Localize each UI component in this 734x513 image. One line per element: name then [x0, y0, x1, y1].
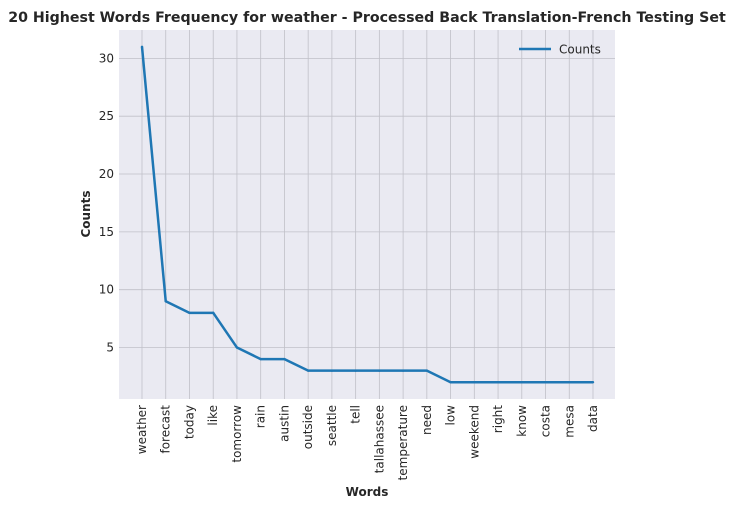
- data-point: [496, 381, 500, 384]
- data-point: [259, 357, 262, 361]
- series-line: [140, 46, 593, 384]
- x-tick-label: today: [182, 405, 196, 439]
- data-point: [354, 369, 357, 372]
- x-tick-label: low: [444, 405, 458, 426]
- x-tick-label: austin: [277, 405, 291, 442]
- y-tick-label: 30: [99, 51, 114, 65]
- y-tick-labels: 5 10 15 20 25 30: [99, 51, 114, 354]
- data-point: [330, 369, 334, 372]
- legend: Counts: [519, 43, 601, 57]
- x-tick-label: data: [586, 405, 600, 432]
- data-point: [591, 381, 595, 384]
- data-point: [164, 300, 167, 303]
- x-tick-label: tomorrow: [230, 405, 244, 463]
- data-point: [212, 311, 215, 315]
- x-tick-label: like: [206, 405, 220, 426]
- data-point: [473, 381, 476, 384]
- data-point: [188, 311, 191, 315]
- x-tick-label: tallahassee: [372, 405, 386, 473]
- x-tick-label: weather: [135, 405, 149, 454]
- y-tick-label: 10: [99, 283, 114, 297]
- data-point: [568, 381, 571, 384]
- x-axis-label: Words: [346, 485, 389, 499]
- data-point: [235, 346, 239, 349]
- y-tick-label: 20: [99, 167, 114, 181]
- x-tick-label: costa: [539, 405, 553, 437]
- chart-title: 20 Highest Words Frequency for weather -…: [8, 10, 726, 26]
- data-point: [520, 381, 523, 384]
- legend-label: Counts: [559, 43, 601, 57]
- data-point: [378, 369, 381, 372]
- y-axis-label: Counts: [79, 190, 93, 237]
- x-tick-labels: weather forecast today like tomorrow rain aust…: [135, 405, 600, 481]
- x-tick-label: weekend: [467, 405, 481, 459]
- data-point: [306, 369, 310, 372]
- series-layer: [140, 45, 595, 384]
- x-tick-label: mesa: [562, 405, 576, 438]
- x-tick-label: temperature: [396, 405, 410, 480]
- x-tick-label: know: [515, 405, 529, 437]
- plot-area: [119, 30, 615, 399]
- data-point: [140, 45, 144, 48]
- x-tick-label: right: [491, 405, 505, 433]
- y-tick-label: 25: [99, 109, 114, 123]
- x-tick-label: rain: [254, 405, 268, 428]
- data-point: [544, 381, 547, 384]
- data-point: [425, 369, 429, 372]
- x-tick-label: need: [420, 405, 434, 435]
- data-point: [401, 369, 405, 372]
- data-point: [449, 381, 452, 384]
- y-tick-label: 5: [106, 341, 114, 355]
- grid-lines: [119, 30, 615, 399]
- x-tick-label: outside: [301, 405, 315, 449]
- x-tick-label: forecast: [159, 405, 173, 454]
- x-tick-label: seattle: [325, 405, 339, 446]
- data-point: [283, 357, 286, 361]
- y-tick-label: 15: [99, 225, 114, 239]
- x-tick-label: tell: [349, 405, 363, 424]
